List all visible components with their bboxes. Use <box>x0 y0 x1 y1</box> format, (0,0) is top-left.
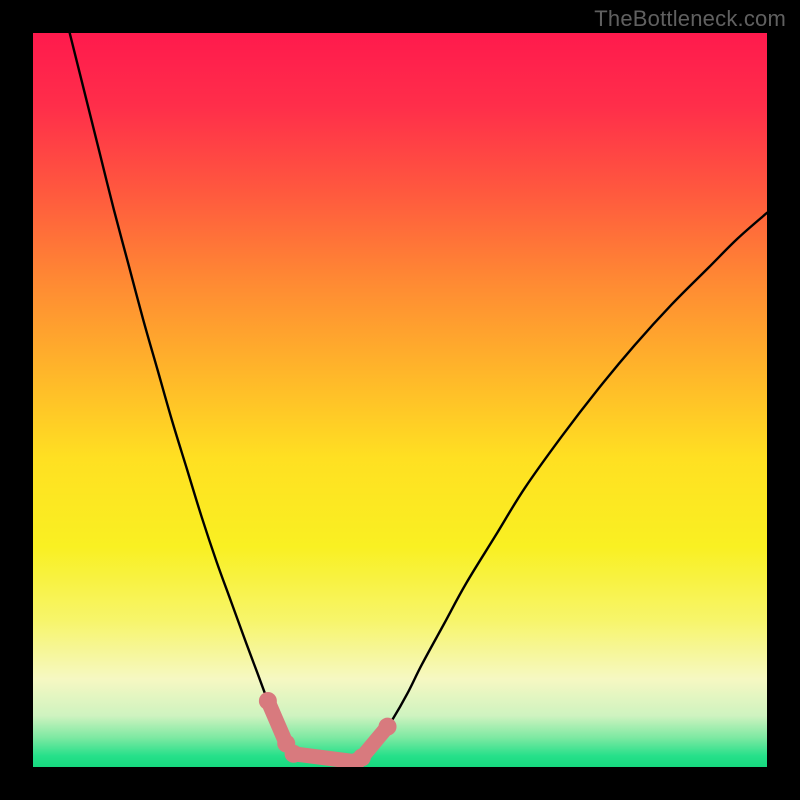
highlight-dot <box>285 745 303 763</box>
watermark-text: TheBottleneck.com <box>594 6 786 32</box>
highlight-dot <box>379 718 397 736</box>
plot-background-gradient <box>33 33 767 767</box>
bottleneck-chart <box>0 0 800 800</box>
highlight-segment <box>294 754 356 762</box>
highlight-dot <box>259 692 277 710</box>
highlight-dot <box>353 748 371 766</box>
chart-stage: TheBottleneck.com <box>0 0 800 800</box>
